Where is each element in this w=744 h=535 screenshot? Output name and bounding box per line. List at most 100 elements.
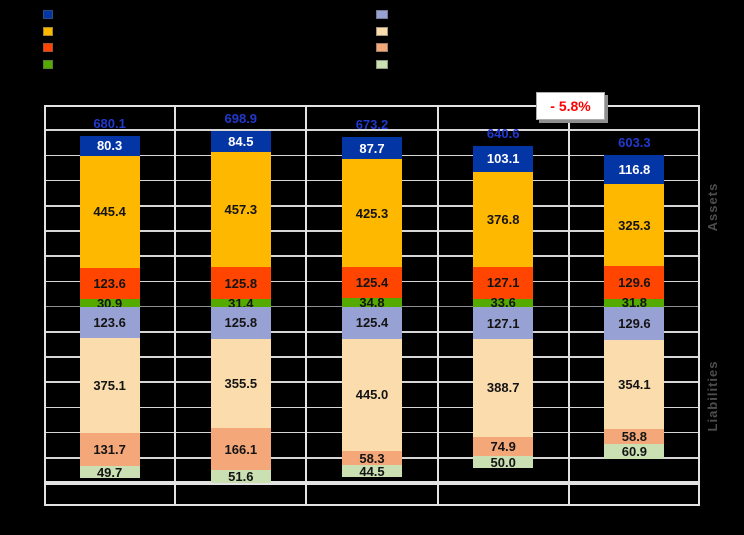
- total-label: 680.1: [93, 115, 126, 131]
- segment-label: 376.8: [486, 211, 520, 227]
- bar-segment-liabilities-tan: 375.1: [79, 338, 140, 433]
- segment-label: 125.8: [224, 275, 258, 291]
- segment-label: 131.7: [93, 441, 126, 457]
- segment-label: 50.0: [490, 454, 516, 470]
- legend-swatch-amber: [43, 27, 53, 36]
- legend-swatch-periwinkle: [376, 10, 388, 19]
- bar-segment-assets-amber: 325.3: [604, 184, 665, 267]
- bar-segment-liabilities-periwinkle: 125.4: [342, 307, 402, 339]
- segment-label: 123.6: [93, 276, 126, 292]
- segment-label: 34.8: [359, 295, 385, 311]
- legend-swatch-green: [43, 60, 53, 69]
- bar-segment-liabilities-tan: 388.7: [473, 339, 534, 437]
- segment-label: 425.3: [355, 205, 389, 221]
- total-label: 603.3: [618, 134, 651, 150]
- bar-segment-liabilities-light-green: 51.6: [210, 469, 271, 485]
- legend-swatch-light-green: [376, 60, 388, 69]
- bar-segment-liabilities-salmon: 58.8: [604, 428, 665, 444]
- segment-label: 51.6: [228, 469, 254, 485]
- bar-segment-assets-orange-red: 125.4: [342, 266, 402, 299]
- segment-label: 325.3: [618, 217, 651, 233]
- segment-label: 166.1: [224, 441, 258, 457]
- segment-label: 125.8: [224, 315, 258, 331]
- change-callout: - 5.8%: [536, 92, 605, 120]
- bar-segment-liabilities-tan: 354.1: [604, 339, 665, 429]
- segment-label: 125.4: [355, 315, 389, 331]
- segment-label: 354.1: [618, 376, 651, 392]
- column-separator: [567, 105, 570, 506]
- bar-segment-liabilities-salmon: 131.7: [79, 432, 140, 466]
- bar-segment-assets-amber: 376.8: [473, 171, 534, 267]
- segment-label: 375.1: [93, 377, 126, 393]
- segment-label: 31.8: [621, 295, 648, 311]
- segment-label: 58.8: [621, 428, 648, 444]
- bar-segment-liabilities-periwinkle: 125.8: [210, 307, 271, 339]
- bar-segment-liabilities-tan: 355.5: [210, 338, 271, 429]
- segment-label: 49.7: [96, 464, 123, 480]
- segment-label: 445.4: [93, 204, 126, 220]
- segment-label: 44.5: [359, 463, 385, 479]
- bar-segment-assets-green: 31.4: [210, 295, 271, 311]
- segment-label: 74.9: [490, 438, 516, 454]
- column-separator: [305, 105, 308, 506]
- segment-label: 30.9: [96, 295, 123, 311]
- segment-label: 125.4: [355, 274, 389, 290]
- bar-segment-assets-green: 30.9: [79, 295, 140, 311]
- bar-segment-assets-amber: 425.3: [342, 159, 402, 267]
- bar-segment-assets-orange-red: 125.8: [210, 267, 271, 300]
- legend-swatch-tan: [376, 27, 388, 36]
- bar-segment-liabilities-tan: 445.0: [342, 338, 402, 451]
- bar-segment-assets-navy: 84.5: [210, 130, 271, 153]
- column-separator: [436, 105, 439, 506]
- total-label: 698.9: [224, 110, 258, 126]
- segment-label: 80.3: [96, 138, 123, 154]
- bar-segment-liabilities-periwinkle: 123.6: [79, 307, 140, 339]
- segment-label: 355.5: [224, 375, 258, 391]
- segment-label: 127.1: [486, 315, 520, 331]
- total-label: 640.6: [486, 125, 520, 141]
- segment-label: 116.8: [618, 162, 651, 178]
- gridline: [44, 129, 700, 131]
- segment-label: 388.7: [486, 380, 520, 396]
- segment-label: 84.5: [228, 133, 254, 149]
- segment-label: 60.9: [621, 443, 648, 459]
- bar-segment-assets-green: 34.8: [342, 295, 402, 311]
- segment-label: 457.3: [224, 202, 258, 218]
- segment-label: 87.7: [359, 140, 385, 156]
- bar-segment-assets-navy: 116.8: [604, 154, 665, 185]
- bar-segment-liabilities-light-green: 49.7: [79, 464, 140, 480]
- column-separator: [174, 105, 177, 506]
- change-callout-text: - 5.8%: [550, 98, 591, 114]
- bar-segment-liabilities-salmon: 58.3: [342, 450, 402, 466]
- segment-label: 31.4: [228, 295, 254, 311]
- bar-segment-assets-navy: 103.1: [473, 145, 534, 172]
- bar-segment-liabilities-salmon: 166.1: [210, 428, 271, 471]
- legend-swatch-orange-red: [43, 43, 53, 52]
- bar-segment-assets-amber: 445.4: [79, 155, 140, 269]
- bar-segment-liabilities-light-green: 44.5: [342, 463, 402, 479]
- bar-segment-assets-orange-red: 123.6: [79, 268, 140, 300]
- assets-axis-label: Assets: [705, 182, 720, 232]
- bar-segment-assets-orange-red: 127.1: [473, 266, 534, 299]
- segment-label: 129.6: [618, 275, 651, 291]
- bar-segment-liabilities-salmon: 74.9: [473, 436, 534, 456]
- segment-label: 58.3: [359, 450, 385, 466]
- total-label: 673.2: [355, 117, 389, 133]
- legend-swatch-navy: [43, 10, 53, 19]
- bar-segment-liabilities-light-green: 60.9: [604, 443, 665, 460]
- plot-border: [44, 105, 700, 483]
- bar-segment-assets-amber: 457.3: [210, 152, 271, 268]
- segment-label: 127.1: [486, 275, 520, 290]
- bar-segment-assets-navy: 80.3: [79, 135, 140, 156]
- bar-segment-assets-orange-red: 129.6: [604, 266, 665, 299]
- liabilities-axis-label: Liabilities: [705, 360, 720, 432]
- bar-segment-assets-green: 31.8: [604, 295, 665, 311]
- bar-segment-assets-navy: 87.7: [342, 137, 402, 160]
- bar-segment-assets-green: 33.6: [473, 295, 534, 311]
- bar-segment-liabilities-periwinkle: 129.6: [604, 307, 665, 340]
- segment-label: 33.6: [490, 295, 516, 311]
- bar-segment-liabilities-periwinkle: 127.1: [473, 307, 534, 340]
- segment-label: 445.0: [355, 387, 389, 403]
